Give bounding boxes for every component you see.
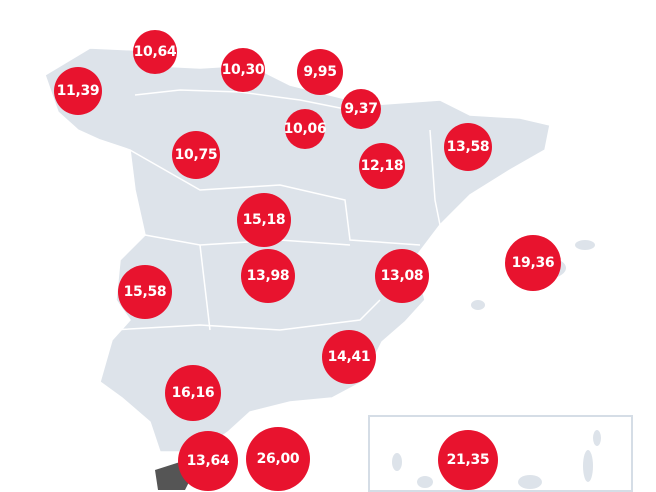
ibiza <box>471 300 485 310</box>
value-bubble: 21,35 <box>438 430 498 490</box>
value-bubble: 16,16 <box>165 365 221 421</box>
value-bubble: 13,98 <box>241 249 295 303</box>
value-bubble: 15,18 <box>237 193 291 247</box>
value-bubble: 13,58 <box>444 123 492 171</box>
value-bubble: 11,39 <box>54 67 102 115</box>
region-borders <box>111 89 441 331</box>
value-bubble: 9,37 <box>341 89 381 129</box>
value-bubble: 10,30 <box>221 48 265 92</box>
balearic-islands-small <box>575 240 595 250</box>
value-bubble: 9,95 <box>297 49 343 95</box>
value-bubble: 10,64 <box>133 30 177 74</box>
value-bubble: 10,75 <box>172 131 220 179</box>
canary-islands-inset-frame <box>368 415 633 492</box>
value-bubble: 13,08 <box>375 249 429 303</box>
mainland-spain <box>44 47 551 453</box>
value-bubble: 12,18 <box>359 143 405 189</box>
canary-islands <box>392 430 601 489</box>
value-bubble: 13,64 <box>178 431 238 491</box>
value-bubble: 26,00 <box>246 427 310 491</box>
value-bubble: 14,41 <box>322 330 376 384</box>
value-bubble: 10,06 <box>284 109 327 149</box>
value-bubble: 19,36 <box>505 235 561 291</box>
value-bubble: 15,58 <box>118 265 172 319</box>
